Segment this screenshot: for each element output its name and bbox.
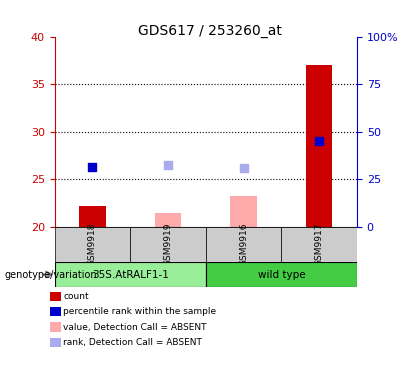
FancyBboxPatch shape [206,262,357,287]
Text: wild type: wild type [257,269,305,280]
Text: genotype/variation: genotype/variation [4,270,97,280]
FancyBboxPatch shape [206,227,281,262]
Bar [306,65,333,227]
FancyBboxPatch shape [281,227,357,262]
FancyBboxPatch shape [55,262,206,287]
Text: rank, Detection Call = ABSENT: rank, Detection Call = ABSENT [63,338,202,347]
Text: percentile rank within the sample: percentile rank within the sample [63,307,216,316]
Point [165,162,171,168]
Text: GSM9918: GSM9918 [88,223,97,266]
FancyBboxPatch shape [55,227,130,262]
Bar [231,195,257,227]
Point [316,138,323,144]
Text: 35S.AtRALF1-1: 35S.AtRALF1-1 [92,269,169,280]
Bar [79,206,106,227]
Text: GSM9919: GSM9919 [163,223,173,266]
Text: GSM9916: GSM9916 [239,223,248,266]
Text: count: count [63,292,89,301]
FancyBboxPatch shape [130,227,206,262]
Point [240,165,247,171]
Text: GSM9917: GSM9917 [315,223,324,266]
Text: value, Detection Call = ABSENT: value, Detection Call = ABSENT [63,323,207,332]
Point [89,164,96,170]
Text: GDS617 / 253260_at: GDS617 / 253260_at [138,24,282,38]
Bar [155,213,181,227]
